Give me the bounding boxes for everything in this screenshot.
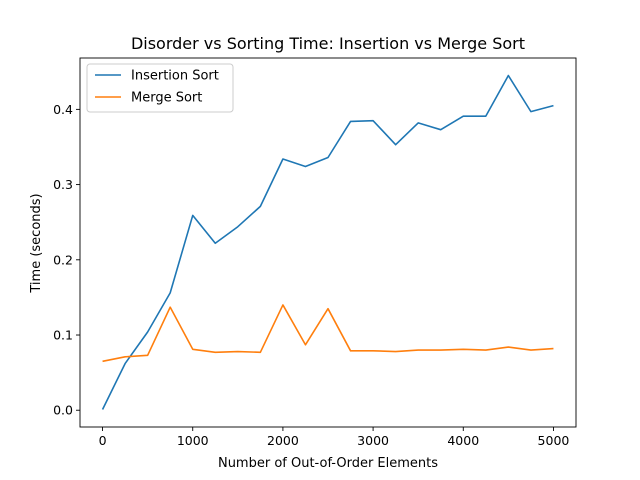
x-tick-label: 5000	[538, 433, 570, 448]
legend: Insertion Sort Merge Sort	[86, 63, 234, 113]
series-line-insertion-sort	[101, 74, 554, 410]
y-tick-label: 0.0	[53, 403, 73, 418]
y-tick-label: 0.4	[53, 102, 73, 117]
plot-area	[79, 57, 577, 428]
legend-label: Merge Sort	[131, 91, 202, 106]
x-axis-label: Number of Out-of-Order Elements	[218, 456, 438, 471]
x-tick-label: 1000	[177, 433, 209, 448]
x-tick-label: 0	[99, 433, 107, 448]
x-axis: 0 1000 2000 3000 4000 5000	[99, 427, 570, 448]
legend-box	[86, 63, 234, 113]
y-tick-label: 0.2	[53, 252, 73, 267]
y-axis: 0.0 0.1 0.2 0.3 0.4	[53, 102, 80, 418]
x-tick-label: 3000	[357, 433, 389, 448]
plot-frame	[79, 57, 577, 428]
series-line-merge-sort	[102, 304, 554, 363]
y-axis-label: Time (seconds)	[29, 193, 44, 293]
plot-background	[80, 58, 576, 427]
x-tick-label: 2000	[267, 433, 299, 448]
y-tick-label: 0.3	[53, 177, 73, 192]
chart-title: Disorder vs Sorting Time: Insertion vs M…	[131, 34, 525, 53]
x-tick-label: 4000	[447, 433, 479, 448]
legend-label: Insertion Sort	[131, 69, 219, 84]
y-tick-label: 0.1	[53, 328, 73, 343]
